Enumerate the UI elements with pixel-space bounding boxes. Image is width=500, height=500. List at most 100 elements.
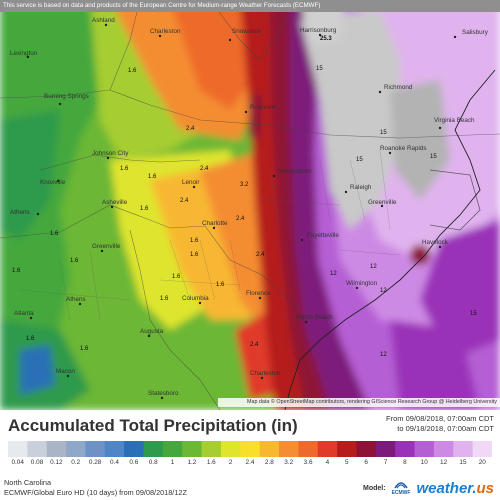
legend-tick-label: 0.08 — [30, 459, 44, 466]
city-label: Greenville — [92, 243, 121, 250]
city-label: Macon — [56, 368, 75, 375]
precip-value-label: 12 — [380, 352, 387, 358]
city-label: Charleston — [150, 28, 181, 35]
map-title: Accumulated Total Precipitation (in) — [8, 416, 298, 435]
legend-tick-label: 0.04 — [11, 459, 24, 466]
legend-tick-label: 2 — [228, 459, 233, 466]
legend-swatch — [201, 441, 222, 457]
legend-swatch — [240, 441, 261, 457]
precip-value-label: 1.6 — [128, 68, 137, 74]
precip-value-label: 2.4 — [180, 198, 189, 204]
sounds — [429, 169, 481, 231]
city-label: Johnson City — [92, 150, 129, 157]
legend-swatch — [356, 441, 377, 457]
precip-value-label: 1.6 — [148, 174, 157, 180]
legend-swatch — [279, 441, 299, 457]
city-label: Asheville — [102, 199, 128, 206]
legend-tick-label: 0.6 — [129, 459, 139, 466]
date-range: From 09/08/2018, 07:00am CDT to 09/18/20… — [386, 414, 494, 434]
weather-us-logo-main: weather. — [416, 479, 477, 497]
legend-tick-label: 0.28 — [88, 459, 102, 466]
city-label: Charleston — [250, 370, 281, 377]
legend-swatch — [414, 441, 435, 457]
legend-tick-label: 3.2 — [284, 459, 294, 466]
footer: North Carolina ECMWF/Global Euro HD (10 … — [4, 478, 187, 498]
legend-swatch — [433, 441, 454, 457]
county-lines — [19, 149, 401, 321]
legend-swatch — [182, 441, 203, 457]
legend-swatch — [8, 441, 28, 457]
legend-tick-label: 15 — [459, 459, 467, 466]
precipitation-map[interactable]: Ashland Charleston Snowshoe Harrisonburg Sal… — [0, 0, 500, 411]
legend-swatch — [337, 441, 357, 457]
legend-tick-label: 0.2 — [71, 459, 81, 466]
legend-tick-label: 4 — [325, 459, 330, 466]
legend-swatch — [220, 441, 241, 457]
precip-value-label: 3.2 — [240, 182, 249, 188]
legend-tick-label: 1.2 — [187, 459, 197, 466]
city-label: Athens — [66, 296, 86, 303]
precip-value-label: 2.4 — [256, 252, 265, 258]
precip-value-label: 25.3 — [320, 36, 332, 42]
precip-value-label: 15 — [380, 130, 387, 136]
precip-value-label: 2.4 — [200, 166, 209, 172]
city-label: Augusta — [140, 328, 164, 335]
date-from: From 09/08/2018, 07:00am CDT — [386, 414, 494, 423]
precip-value-label: 15 — [430, 154, 437, 160]
map-attribution[interactable]: Map data © OpenStreetMap contributors, r… — [218, 398, 500, 407]
legend-swatch — [162, 441, 183, 457]
weather-us-logo-tld: us — [476, 479, 494, 497]
legend-tick-label: 1 — [170, 459, 175, 466]
precip-value-label: 1.6 — [80, 346, 89, 352]
legend-swatch — [85, 441, 106, 457]
model-run: ECMWF/Global Euro HD (10 days) from 09/0… — [4, 488, 187, 497]
legend-tick-label: 12 — [440, 459, 448, 466]
precip-value-label: 1.6 — [172, 274, 181, 280]
precip-value-label: 1.6 — [140, 206, 149, 212]
legend-tick-label: 10 — [420, 459, 428, 466]
color-legend — [8, 441, 492, 457]
legend-swatch — [46, 441, 67, 457]
weather-us-logo[interactable]: weather.us — [416, 480, 494, 497]
legend-tick-label: 2.8 — [264, 459, 274, 466]
precip-value-label: 1.6 — [12, 268, 21, 274]
region-name: North Carolina — [4, 478, 52, 487]
model-label: Model: — [363, 484, 386, 492]
precip-value-label: 1.6 — [190, 238, 199, 244]
city-label: Myrtle Beach — [296, 314, 333, 321]
legend-swatch — [317, 441, 338, 457]
precip-value-label: 1.6 — [190, 252, 199, 258]
legend-swatch — [66, 441, 86, 457]
ecmwf-logo-text: ECMWF — [391, 490, 411, 496]
legend-tick-label: 0.8 — [148, 459, 158, 466]
city-label: Charlotte — [202, 220, 228, 227]
legend-tick-label: 3.6 — [303, 459, 313, 466]
city-label: Wilmington — [346, 280, 378, 287]
legend-tick-label: 0.12 — [50, 459, 63, 466]
legend-swatch — [453, 441, 474, 457]
precip-value-label: 2.4 — [236, 216, 245, 222]
branding: Model: ECMWF weather.us — [363, 479, 494, 497]
legend-swatch — [124, 441, 145, 457]
city-markers — [26, 23, 457, 400]
legend-swatch — [104, 441, 125, 457]
ecmwf-logo: ECMWF — [391, 480, 411, 496]
legend-tick-label: 1.6 — [206, 459, 216, 466]
coastline — [284, 69, 496, 411]
precip-value-label: 1.6 — [50, 231, 59, 237]
city-label: Harrisonburg — [300, 27, 337, 34]
precip-value-label: 1.6 — [26, 336, 35, 342]
city-label: Lexington — [10, 50, 38, 57]
precip-value-label: 2.4 — [186, 126, 195, 132]
map-canvas: Ashland Charleston Snowshoe Harrisonburg Sal… — [0, 0, 500, 411]
precip-value-label: 15 — [356, 157, 363, 163]
precip-field — [0, 0, 500, 410]
city-label: Raleigh — [350, 184, 372, 191]
legend-tick-label: 5 — [345, 459, 349, 466]
precip-value-label: 15 — [470, 311, 477, 317]
precip-value-label: 2.4 — [250, 342, 259, 348]
city-label: Florence — [246, 290, 271, 297]
city-label: Roanoke Rapids — [380, 145, 427, 152]
precip-value-label: 15 — [316, 66, 323, 72]
city-label: Greenville — [368, 199, 397, 206]
